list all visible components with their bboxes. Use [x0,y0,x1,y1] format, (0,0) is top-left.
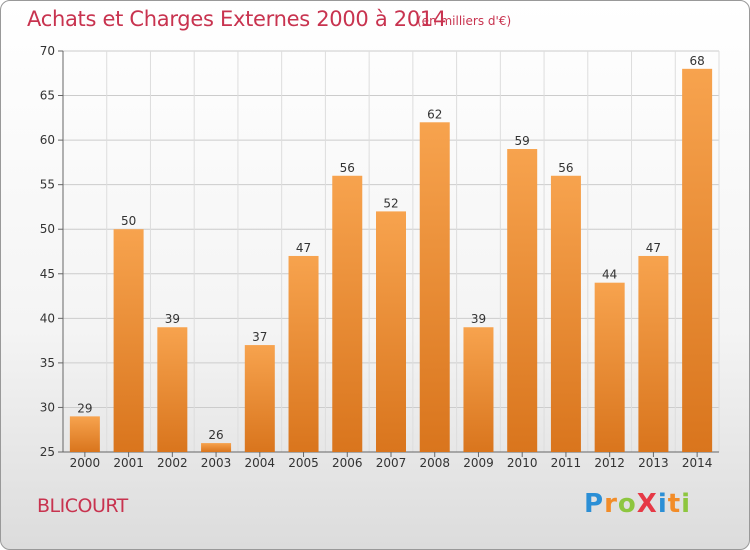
logo-letter: i [657,489,668,519]
bar [157,327,188,452]
data-label: 37 [252,330,267,344]
bar [332,175,363,452]
data-label: 68 [689,54,704,68]
x-tick-label: 2010 [507,456,538,470]
x-tick-label: 2001 [113,456,144,470]
x-tick-label: 2003 [201,456,232,470]
chart-title: Achats et Charges Externes 2000 à 2014 [27,7,447,31]
data-label: 47 [646,241,661,255]
data-label: 52 [383,196,398,210]
data-label: 39 [165,312,180,326]
bar [463,327,494,452]
x-tick-label: 2007 [376,456,407,470]
x-tick-label: 2002 [157,456,188,470]
y-tick-label: 45 [40,267,55,281]
logo-letter: X [636,489,658,519]
bar [201,443,232,452]
data-label: 39 [471,312,486,326]
data-label: 56 [340,161,355,175]
data-label: 56 [558,161,573,175]
y-tick-label: 35 [40,356,55,370]
chart-subtitle: (en milliers d'€) [417,14,512,28]
logo-letter: t [667,489,682,519]
y-tick-label: 50 [40,222,55,236]
bar [69,416,100,452]
data-label: 29 [77,401,92,415]
x-tick-label: 2012 [594,456,625,470]
y-tick-label: 55 [40,178,55,192]
bar [419,122,450,453]
bar [638,255,669,452]
commune-name: BLICOURT [37,495,128,517]
y-tick-label: 60 [40,133,55,147]
bar [550,175,581,452]
logo-letter: i [681,489,692,519]
y-tick-label: 25 [40,445,55,459]
data-label: 62 [427,107,442,121]
x-tick-label: 2006 [332,456,363,470]
bar [113,229,144,452]
x-tick-label: 2005 [288,456,319,470]
bar [376,211,406,452]
bar [244,345,275,452]
x-tick-label: 2009 [463,456,494,470]
bar [507,149,538,452]
data-label: 59 [515,134,530,148]
x-tick-label: 2014 [682,456,713,470]
data-label: 44 [602,268,617,282]
x-tick-label: 2000 [70,456,101,470]
bar [682,68,713,453]
x-tick-label: 2004 [245,456,276,470]
proxiti-logo[interactable]: ProXiti [584,489,691,519]
logo-letter: o [617,489,637,519]
data-label: 26 [208,428,223,442]
data-label: 50 [121,214,136,228]
x-tick-label: 2013 [638,456,669,470]
bar [594,282,625,452]
y-tick-label: 65 [40,89,55,103]
x-tick-label: 2008 [419,456,450,470]
bar [288,255,319,452]
y-tick-label: 70 [40,44,55,58]
y-tick-label: 30 [40,400,55,414]
x-tick-label: 2011 [551,456,582,470]
y-tick-label: 40 [40,311,55,325]
logo-letter: P [584,489,605,519]
data-label: 47 [296,241,311,255]
logo-letter: r [604,489,618,519]
